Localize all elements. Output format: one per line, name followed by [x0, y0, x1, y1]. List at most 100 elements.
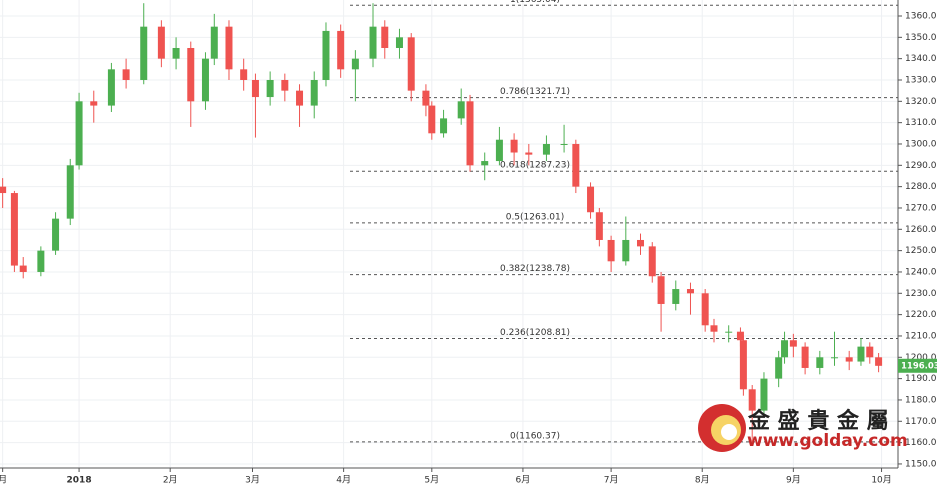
candle-body: [201, 58, 209, 102]
fib-label: 0.618(1287.23): [500, 161, 570, 171]
candle-body: [857, 346, 865, 362]
candle-body: [122, 69, 130, 80]
candle-body: [310, 79, 318, 106]
watermark-url: www.golday.com: [747, 431, 908, 451]
candle-body: [595, 212, 603, 240]
candle-body: [440, 118, 448, 134]
candle-body: [140, 26, 148, 80]
candle-body: [187, 47, 195, 102]
candle-body: [525, 152, 533, 155]
candle-body: [210, 26, 218, 59]
candle-body: [240, 69, 248, 80]
candle-body: [395, 37, 403, 48]
y-tick-label: 1220.00: [905, 310, 937, 320]
candle-body: [510, 139, 518, 153]
x-tick-label: 4月: [336, 475, 351, 486]
candle-body: [542, 143, 550, 155]
y-tick-label: 1190.00: [905, 374, 937, 384]
candle-body: [107, 69, 115, 106]
candle-body: [407, 37, 415, 91]
candle-body: [781, 340, 789, 358]
candle-body: [801, 346, 809, 368]
candle-body: [657, 276, 665, 304]
candle-body: [845, 357, 853, 362]
fib-label: 0.786(1321.71): [500, 87, 570, 97]
candle-body: [481, 161, 489, 166]
fib-label: 0(1160.37): [510, 431, 560, 441]
logo: [721, 424, 737, 440]
x-tick-label: 2018: [67, 476, 92, 486]
candle-body: [90, 101, 98, 106]
candle-body: [296, 90, 304, 106]
candle-body: [75, 101, 83, 166]
y-tick-label: 1250.00: [905, 246, 937, 256]
x-tick-label: 3月: [245, 475, 260, 486]
candle-body: [587, 186, 595, 213]
watermark-name: 金 盛 貴 金 屬: [747, 408, 889, 434]
fib-label: 0.236(1208.81): [500, 328, 570, 338]
x-tick-label: 5月: [424, 475, 439, 486]
y-tick-label: 1270.00: [905, 203, 937, 213]
x-tick-label: 2月: [163, 475, 178, 486]
candle-body: [281, 79, 289, 91]
candle-body: [66, 165, 74, 219]
candle-body: [672, 289, 680, 304]
candle-body: [725, 331, 733, 333]
candle-body: [748, 389, 756, 411]
x-tick-label: 8月: [695, 475, 710, 486]
candle-body: [322, 30, 330, 80]
x-tick-label: 9月: [786, 475, 801, 486]
candle-body: [637, 239, 645, 247]
fib-label: 0.382(1238.78): [500, 264, 570, 274]
candle-body: [266, 79, 274, 98]
last-price-label: 1196.03: [901, 361, 937, 371]
candle-body: [739, 340, 747, 390]
candle-body: [866, 346, 874, 358]
candle-body: [775, 357, 783, 379]
x-tick-label: 10月: [871, 475, 891, 486]
candle-body: [351, 58, 359, 70]
x-tick-label: 6月: [516, 475, 531, 486]
y-tick-label: 1320.00: [905, 97, 937, 107]
y-tick-label: 1280.00: [905, 182, 937, 192]
x-tick-label: 月: [0, 475, 7, 486]
candle-body: [560, 143, 568, 145]
candle-body: [381, 26, 389, 48]
x-tick-label: 7月: [604, 475, 619, 486]
candle-body: [760, 378, 768, 411]
y-tick-label: 1310.00: [905, 118, 937, 128]
candle-body: [816, 357, 824, 368]
y-tick-label: 1200.00: [905, 353, 937, 363]
y-tick-label: 1180.00: [905, 395, 937, 405]
candle-body: [157, 26, 165, 59]
candle-body: [422, 90, 430, 106]
candle-body: [875, 357, 883, 366]
y-tick-label: 1330.00: [905, 75, 937, 85]
candle-body: [225, 26, 233, 70]
candle-body: [710, 325, 718, 332]
candle-body: [337, 30, 345, 70]
y-tick-label: 1170.00: [905, 417, 937, 427]
y-tick-label: 1260.00: [905, 225, 937, 235]
watermark: 金 盛 貴 金 屬 www.golday.com: [698, 404, 908, 452]
candle-body: [466, 101, 474, 166]
y-tick-label: 1300.00: [905, 139, 937, 149]
candle-body: [457, 101, 465, 119]
y-tick-label: 1340.00: [905, 54, 937, 64]
candle-body: [495, 139, 503, 162]
candle-body: [686, 289, 694, 294]
candle-body: [251, 79, 259, 98]
last-price-box: [898, 358, 937, 373]
y-tick-label: 1210.00: [905, 331, 937, 341]
candle-body: [648, 246, 656, 277]
fib-label: 0.5(1263.01): [506, 212, 565, 222]
candle-body: [789, 340, 797, 347]
candle-body: [572, 143, 580, 187]
candle-body: [831, 357, 839, 359]
candle-body: [10, 193, 18, 266]
candle-body: [19, 265, 27, 272]
y-tick-label: 1240.00: [905, 267, 937, 277]
candle-body: [52, 218, 60, 251]
candle-body: [0, 186, 7, 194]
